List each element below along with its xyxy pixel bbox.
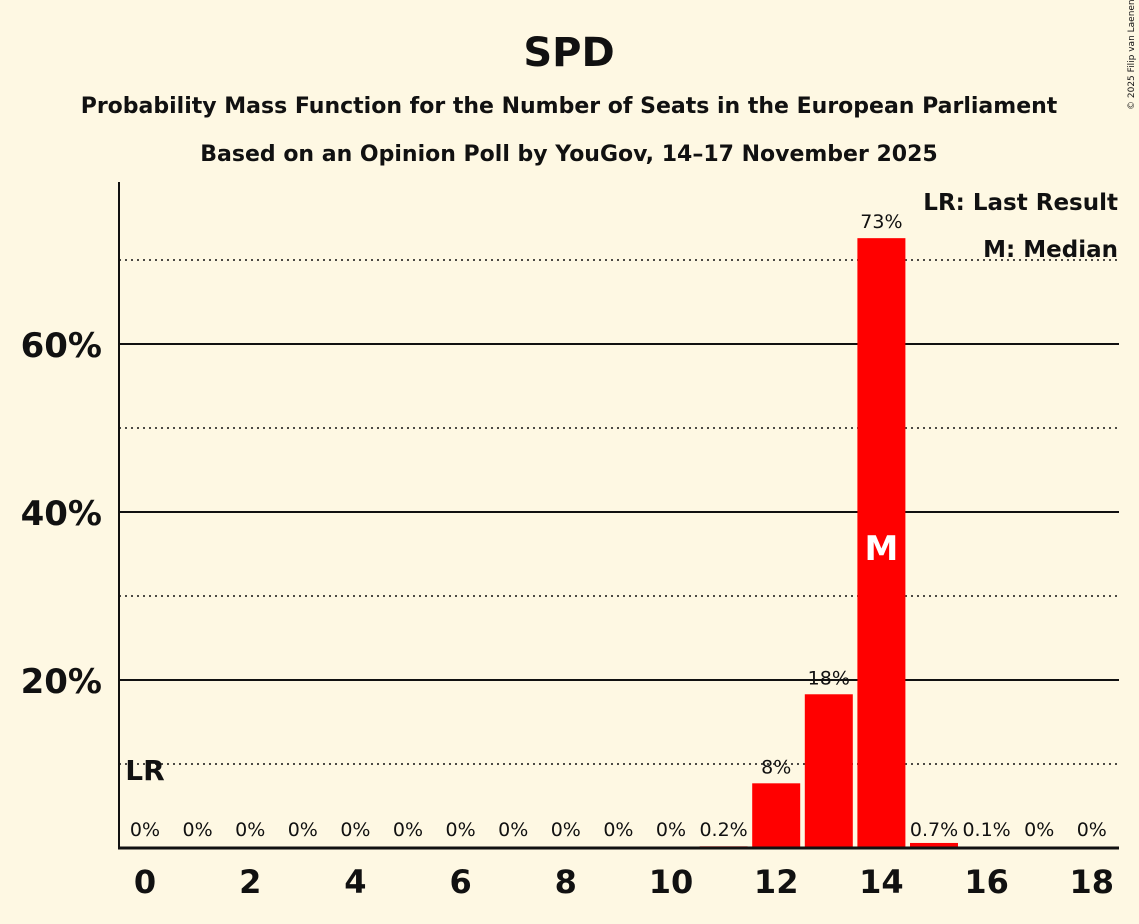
legend-last-result: LR: Last Result — [923, 190, 1118, 216]
x-tick-label: 16 — [964, 863, 1009, 901]
x-tick-label: 0 — [134, 863, 156, 901]
data-label: 0% — [498, 819, 528, 841]
chart-subtitle-poll: Based on an Opinion Poll by YouGov, 14–1… — [200, 142, 937, 167]
bar-seat-13 — [804, 694, 853, 848]
data-label: 0% — [235, 819, 265, 841]
data-label: 0% — [551, 819, 581, 841]
median-marker: M — [864, 529, 898, 569]
data-label: 0% — [288, 819, 318, 841]
chart-subtitle: Probability Mass Function for the Number… — [81, 94, 1058, 119]
legend-median: M: Median — [983, 237, 1118, 263]
x-tick-label: 6 — [449, 863, 471, 901]
x-tick-label: 12 — [754, 863, 799, 901]
data-label: 0% — [1077, 819, 1107, 841]
y-tick-label: 40% — [21, 494, 102, 534]
x-tick-label: 10 — [649, 863, 694, 901]
x-tick-label: 4 — [344, 863, 366, 901]
data-label: 0% — [340, 819, 370, 841]
last-result-marker: LR — [125, 754, 164, 787]
bar-seat-12 — [752, 783, 801, 848]
copyright: © 2025 Filip van Laenen — [1127, 0, 1137, 110]
data-label: 0.1% — [962, 819, 1010, 841]
x-tick-label: 8 — [555, 863, 577, 901]
data-label: 0% — [393, 819, 423, 841]
chart-title: SPD — [523, 30, 614, 76]
data-label: 8% — [761, 756, 791, 778]
data-label: 0.7% — [910, 819, 958, 841]
data-label: 0% — [603, 819, 633, 841]
x-tick-label: 18 — [1070, 863, 1115, 901]
data-label: 0.2% — [699, 819, 747, 841]
data-label: 73% — [860, 211, 902, 233]
data-label: 0% — [1024, 819, 1054, 841]
data-label: 0% — [130, 819, 160, 841]
y-tick-label: 20% — [21, 662, 102, 702]
data-label: 18% — [808, 667, 850, 689]
data-label: 0% — [446, 819, 476, 841]
x-tick-label: 2 — [239, 863, 261, 901]
bar-seat-15 — [910, 842, 958, 848]
bar-seat-14 — [857, 238, 906, 848]
data-label: 0% — [183, 819, 213, 841]
x-tick-label: 14 — [859, 863, 904, 901]
y-tick-label: 60% — [21, 326, 102, 366]
data-label: 0% — [656, 819, 686, 841]
